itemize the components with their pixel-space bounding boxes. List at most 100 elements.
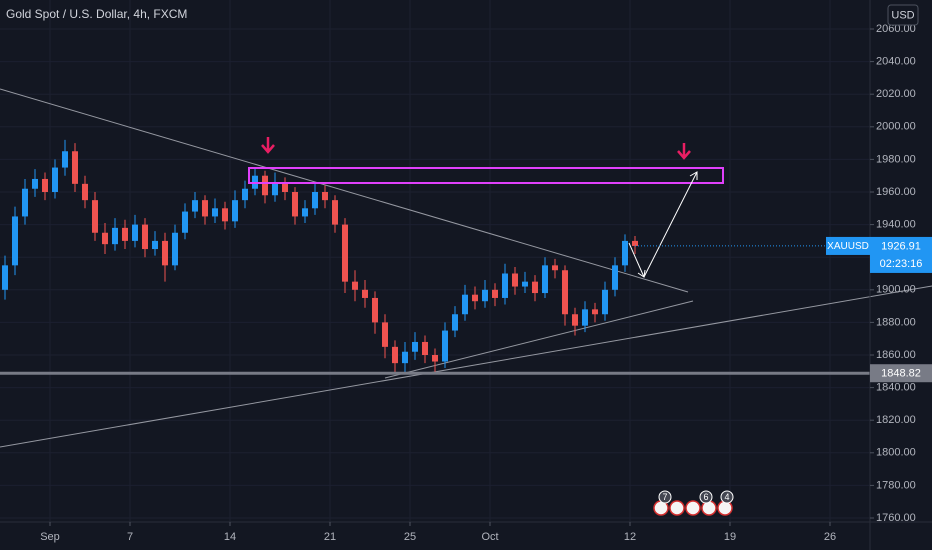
candle-body <box>302 208 308 217</box>
candle-body <box>142 224 148 250</box>
candle-body <box>52 167 58 192</box>
candle-body <box>12 216 18 266</box>
candle-body <box>272 183 278 196</box>
candle-body <box>432 355 438 362</box>
x-tick-label: 14 <box>224 531 236 543</box>
candle-body <box>502 273 508 298</box>
y-tick-label: 1860.00 <box>876 349 916 361</box>
y-tick-label: 1840.00 <box>876 382 916 394</box>
y-tick-label: 1780.00 <box>876 479 916 491</box>
event-badge <box>699 490 713 504</box>
candle-body <box>152 240 158 250</box>
candle-body <box>452 314 458 331</box>
candle-body <box>572 314 578 326</box>
event-badge <box>658 490 672 504</box>
y-tick-label: 1820.00 <box>876 414 916 426</box>
candle-body <box>292 192 298 217</box>
candle-body <box>402 351 408 364</box>
y-tick-label: 2060.00 <box>876 23 916 35</box>
candle-body <box>582 309 588 326</box>
candle-body <box>542 265 548 294</box>
x-tick-label: Oct <box>481 531 498 543</box>
candle-body <box>602 289 608 315</box>
y-tick-label: 1940.00 <box>876 219 916 231</box>
candle-body <box>382 322 388 347</box>
candle-body <box>492 289 498 298</box>
candle-body <box>212 208 218 217</box>
candle-body <box>322 192 328 201</box>
candle-body <box>612 265 618 290</box>
candle-body <box>232 200 238 222</box>
candle-body <box>422 341 428 355</box>
y-tick-label: 2000.00 <box>876 121 916 133</box>
y-tick-label: 1880.00 <box>876 316 916 328</box>
candle-body <box>132 224 138 241</box>
candle-body <box>632 240 638 246</box>
down-arrow <box>261 137 275 154</box>
candle-body <box>392 346 398 364</box>
candle-body <box>62 151 68 168</box>
currency-box[interactable] <box>887 4 919 26</box>
candle-body <box>442 330 448 362</box>
grid <box>0 0 870 522</box>
y-tick-label: 1760.00 <box>876 512 916 524</box>
chart-title: Gold Spot / U.S. Dollar, 4h, FXCM <box>6 7 187 21</box>
event-badge <box>720 490 734 504</box>
candle-body <box>552 265 558 271</box>
candle-body <box>312 192 318 209</box>
x-tick-label: 19 <box>724 531 736 543</box>
trend-line <box>0 88 689 293</box>
currency: USD <box>891 9 914 21</box>
resistance-zone <box>248 167 724 184</box>
candle-body <box>112 227 118 245</box>
candle-body <box>162 240 168 266</box>
x-tick-label: Sep <box>40 531 60 543</box>
candle-body <box>522 281 528 287</box>
candle-body <box>82 183 88 201</box>
event-badge-count: 6 <box>703 492 708 502</box>
event-icon <box>669 500 685 516</box>
candle-body <box>332 200 338 225</box>
down-arrow <box>677 143 691 160</box>
price-label: 1926.91 <box>881 240 921 252</box>
candle-body <box>282 183 288 192</box>
candle-body <box>92 200 98 233</box>
candle-body <box>22 188 28 217</box>
x-tick-label: 21 <box>324 531 336 543</box>
y-tick-label: 1800.00 <box>876 447 916 459</box>
candle-body <box>172 232 178 266</box>
y-tick-label: 1980.00 <box>876 153 916 165</box>
x-tick-label: 26 <box>824 531 836 543</box>
candle-body <box>42 178 48 192</box>
candle-body <box>362 289 368 298</box>
candle-body <box>182 211 188 233</box>
x-tick-label: 7 <box>127 531 133 543</box>
level-label-box <box>870 364 932 383</box>
candle-body <box>412 341 418 352</box>
y-tick-label: 1960.00 <box>876 186 916 198</box>
y-tick-label: 2040.00 <box>876 56 916 68</box>
axes: 1760.00 1780.00 1800.00 1820.00 1840.00 1860.… <box>40 23 932 543</box>
trend-line <box>0 285 932 448</box>
candle-body <box>102 232 108 245</box>
candles <box>2 139 638 375</box>
symbol-box <box>826 236 870 255</box>
x-tick-label: 25 <box>404 531 416 543</box>
event-badge-count: 7 <box>662 492 667 502</box>
candle-body <box>32 178 38 189</box>
price-box <box>870 236 932 273</box>
candle-body <box>72 151 78 184</box>
candle-body <box>482 289 488 302</box>
candle-body <box>462 294 468 315</box>
candle-body <box>622 240 628 266</box>
candle-body <box>262 175 268 196</box>
candle-body <box>2 265 8 290</box>
countdown: 02:23:16 <box>880 258 923 270</box>
event-icon <box>685 500 701 516</box>
y-tick-label: 1900.00 <box>876 284 916 296</box>
candle-body <box>222 208 228 222</box>
candle-body <box>562 270 568 315</box>
